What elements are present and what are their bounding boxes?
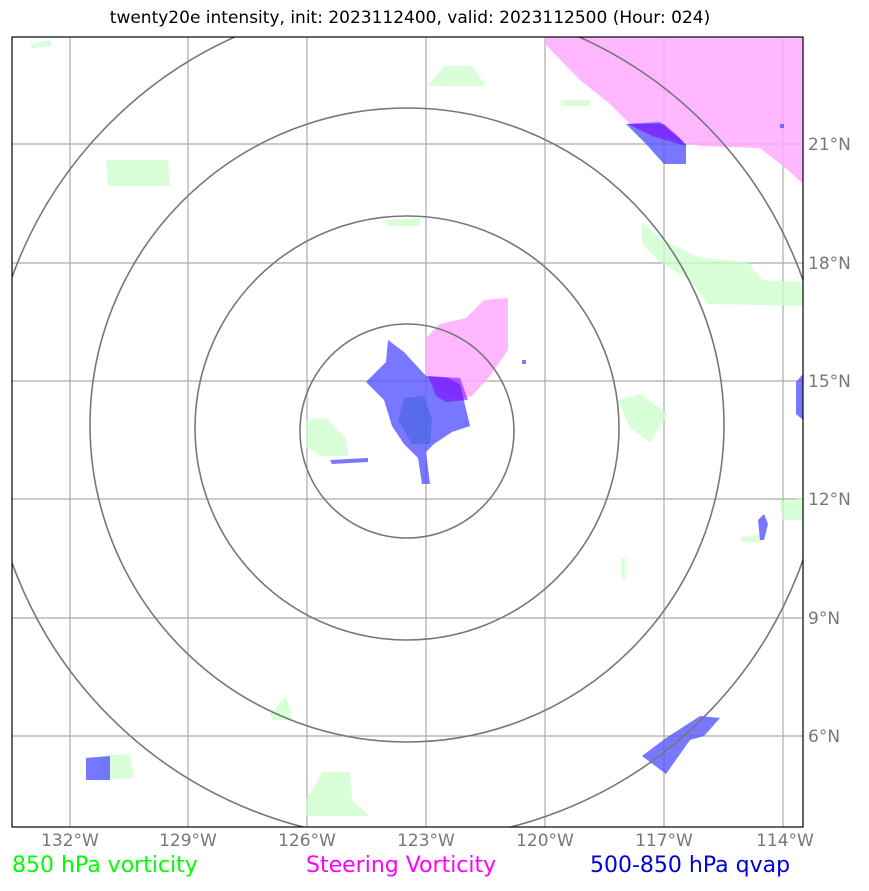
lat-tick-labels: 21°N 18°N 15°N 12°N 9°N 6°N bbox=[808, 135, 851, 747]
range-rings bbox=[12, 37, 803, 827]
lon-tick-labels: 132°W 129°W 126°W 123°W 120°W 117°W 114°… bbox=[41, 831, 814, 851]
lon-tick-label: 132°W bbox=[41, 831, 99, 851]
lat-tick-label: 21°N bbox=[808, 135, 851, 155]
lon-tick-label: 117°W bbox=[635, 831, 693, 851]
lon-tick-label: 114°W bbox=[756, 831, 814, 851]
lat-tick-label: 12°N bbox=[808, 490, 851, 510]
chart-title: twenty20e intensity, init: 2023112400, v… bbox=[109, 8, 711, 28]
legend-steering-vorticity: Steering Vorticity bbox=[306, 853, 497, 878]
lat-tick-label: 18°N bbox=[808, 254, 851, 274]
lon-tick-label: 126°W bbox=[278, 831, 336, 851]
map-frame bbox=[11, 36, 804, 828]
legend-850-vorticity: 850 hPa vorticity bbox=[12, 853, 198, 878]
lat-tick-label: 6°N bbox=[808, 727, 840, 747]
lon-tick-label: 123°W bbox=[397, 831, 455, 851]
lat-tick-label: 9°N bbox=[808, 609, 840, 629]
core-overlap bbox=[398, 396, 432, 444]
lon-tick-label: 120°W bbox=[516, 831, 574, 851]
lat-tick-label: 15°N bbox=[808, 372, 851, 392]
overlap-region bbox=[428, 124, 686, 402]
lon-tick-label: 129°W bbox=[159, 831, 217, 851]
steering-vorticity-layer bbox=[426, 37, 803, 400]
legend-qvap: 500-850 hPa qvap bbox=[590, 853, 791, 878]
vorticity-850-layer bbox=[30, 40, 803, 816]
